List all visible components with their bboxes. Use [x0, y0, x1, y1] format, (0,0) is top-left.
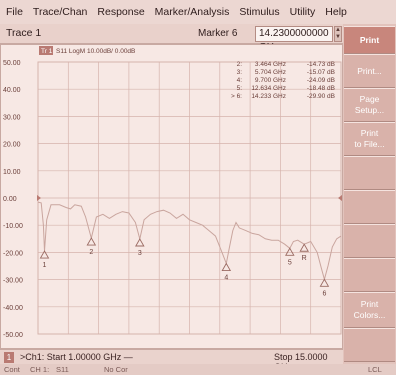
menu-stimulus[interactable]: Stimulus	[239, 6, 280, 18]
marker-readout-id: 2:	[237, 61, 243, 68]
marker-label: Marker 6	[198, 28, 238, 39]
plot-canvas: 50.00 40.00 30.00 20.00 10.00 0.00 -10.00 -20.0…	[3, 46, 342, 339]
marker-readout-table: 2: 3.464 GHz -14.73 dB 3: 5.704 GHz -15.07 dB…	[231, 61, 335, 100]
marker-readout-value: -14.73 dB	[307, 61, 335, 68]
y-tick-label: 30.00	[3, 114, 21, 121]
marker-triangle	[135, 238, 145, 247]
y-tick-label: -50.00	[3, 332, 23, 339]
start-frequency[interactable]: >Ch1: Start 1.00000 GHz —	[20, 352, 133, 362]
marker-triangle	[299, 243, 309, 252]
status-bar: Cont CH 1: S11 No Cor LCL	[0, 364, 396, 375]
marker-readout-frequency: 14.233 GHz	[251, 93, 286, 100]
marker-triangle	[319, 278, 330, 287]
marker-triangle	[86, 237, 97, 246]
status-cont: Cont	[4, 365, 20, 374]
reference-level-arrows	[37, 195, 342, 201]
softkey-print-dialog[interactable]: Print...	[344, 54, 395, 88]
softkey-print-to-file[interactable]: Print to File...	[344, 122, 395, 156]
trace-header: Tr 1 S11 LogM 10.00dB/ 0.00dB	[39, 46, 135, 55]
marker-triangle	[221, 262, 232, 271]
y-tick-label: -20.00	[3, 250, 23, 257]
y-tick-label: -30.00	[3, 278, 23, 285]
menu-file[interactable]: File	[6, 6, 23, 18]
softkey-blank-4[interactable]	[344, 258, 395, 292]
trace-title: Trace 1	[6, 27, 42, 39]
menu-response[interactable]: Response	[97, 6, 145, 18]
y-tick-label: 50.00	[3, 60, 21, 67]
y-tick-label: 20.00	[3, 142, 21, 149]
measurement-plot[interactable]: 50.00 40.00 30.00 20.00 10.00 0.00 -10.00 -20.0…	[0, 44, 343, 349]
status-correction: No Cor	[104, 365, 128, 374]
menu-marker-analysis[interactable]: Marker/Analysis	[154, 6, 230, 18]
marker-readout-frequency: 3.464 GHz	[255, 61, 286, 68]
softkey-print[interactable]: Print	[344, 26, 395, 54]
marker-readout-id: 5:	[237, 85, 243, 92]
marker-readout-frequency: 9.700 GHz	[255, 77, 286, 84]
softkey-blank-2[interactable]	[344, 190, 395, 224]
stimulus-bar: 1 >Ch1: Start 1.00000 GHz — Stop 15.0000…	[0, 349, 343, 372]
y-tick-label: -10.00	[3, 223, 23, 230]
marker-symbols: 1 2 3 4 5 R 6	[39, 237, 330, 297]
marker-triangle	[285, 247, 295, 256]
plot-grid	[37, 61, 342, 335]
status-channel: CH 1:	[30, 365, 50, 374]
marker-readout-frequency: 12.634 GHz	[251, 85, 286, 92]
marker-triangle	[39, 250, 50, 259]
s11-trace	[37, 201, 342, 282]
softkey-blank-5[interactable]	[344, 328, 395, 362]
menu-utility[interactable]: Utility	[289, 6, 316, 18]
trace-format-text: S11 LogM 10.00dB/ 0.00dB	[56, 48, 135, 55]
marker-spin-control[interactable]: ▲ ▼	[334, 26, 342, 42]
channel-number[interactable]: 1	[4, 352, 14, 363]
title-bar: Trace 1 Marker 6 14.2300000000 GHz ▲▼	[0, 24, 343, 53]
marker-label: 2	[89, 249, 93, 256]
y-tick-label: 40.00	[3, 87, 21, 94]
marker-readout-value: -18.48 dB	[307, 85, 335, 92]
softkey-page-setup[interactable]: Page Setup...	[344, 88, 395, 122]
marker-readout-value: -29.90 dB	[307, 93, 335, 100]
trace-number-box	[39, 46, 53, 55]
trace-number: Tr 1	[41, 48, 53, 55]
ref-arrow-right	[338, 195, 342, 201]
y-tick-label: 10.00	[3, 169, 21, 176]
softkey-blank-3[interactable]	[344, 224, 395, 258]
ref-arrow-left	[37, 195, 41, 201]
y-tick-label: 0.00	[3, 196, 17, 203]
marker-label: 5	[288, 259, 292, 266]
softkey-blank-1[interactable]	[344, 156, 395, 190]
menu-help[interactable]: Help	[325, 6, 347, 18]
y-axis-ticks: 50.00 40.00 30.00 20.00 10.00 0.00 -10.00 -20.0…	[3, 60, 23, 339]
marker-readout-value: -24.09 dB	[307, 77, 335, 84]
softkey-panel: Print Print... Page Setup... Print to Fi…	[343, 24, 396, 364]
marker-label: 6	[322, 290, 326, 297]
marker-label: 4	[224, 275, 228, 282]
marker-readout-frequency: 5.704 GHz	[255, 69, 286, 76]
status-parameter: S11	[56, 365, 69, 374]
menu-trace-chan[interactable]: Trace/Chan	[32, 6, 88, 18]
status-lcl: LCL	[368, 365, 382, 374]
softkey-print-colors[interactable]: Print Colors...	[344, 292, 395, 328]
y-tick-label: -40.00	[3, 305, 23, 312]
menu-bar: File Trace/Chan Response Marker/Analysis…	[0, 0, 396, 24]
marker-readout-value: -15.07 dB	[307, 69, 335, 76]
marker-label: 3	[138, 250, 142, 257]
marker-readout-id: 4:	[237, 77, 243, 84]
marker-readout-id: 3:	[237, 69, 243, 76]
marker-frequency-input[interactable]: 14.2300000000 GHz	[255, 26, 333, 53]
marker-label: 1	[43, 262, 47, 269]
marker-label: R	[302, 255, 307, 262]
marker-readout-id: > 6:	[231, 93, 242, 100]
